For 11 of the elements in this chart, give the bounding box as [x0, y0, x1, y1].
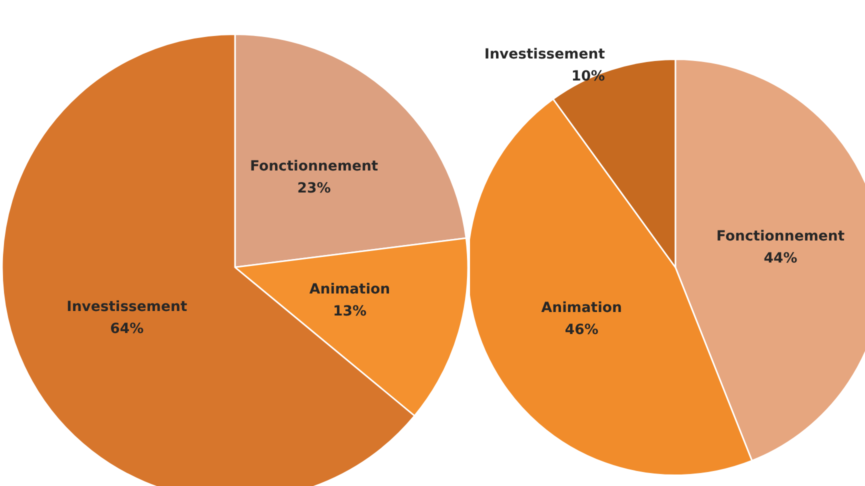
slice-label: Animation	[309, 282, 390, 298]
slice-label: Animation	[541, 300, 622, 316]
slice-label: Investissement	[66, 299, 188, 316]
slice-label: Fonctionnement	[250, 158, 378, 175]
data-label: 13%	[332, 304, 367, 320]
slice-label: Fonctionnement	[716, 228, 845, 244]
data-label: 44%	[764, 250, 798, 266]
slice-label: Investissement	[484, 46, 606, 63]
data-label: 46%	[564, 322, 598, 338]
data-label: 23%	[297, 180, 331, 197]
data-label: 64%	[110, 321, 144, 338]
